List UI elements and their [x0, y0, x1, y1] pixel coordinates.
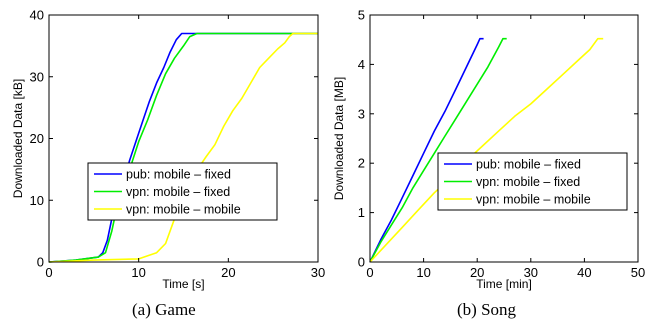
y-tick-label: 10 — [30, 193, 44, 208]
y-tick-label: 5 — [358, 8, 365, 23]
x-axis-label: Time [s] — [162, 277, 204, 291]
y-tick-label: 40 — [30, 8, 44, 23]
axes-frame — [369, 14, 639, 263]
x-axis-label: Time [min] — [476, 277, 532, 291]
plot-area — [49, 15, 318, 262]
y-tick-label: 4 — [358, 57, 365, 72]
series-line-1 — [369, 37, 507, 263]
series-line-2 — [369, 37, 604, 263]
x-tick-label: 10 — [416, 265, 430, 280]
series-line-1 — [48, 32, 318, 263]
x-tick-label: 0 — [45, 265, 52, 280]
x-tick-label: 20 — [470, 265, 484, 280]
series-line-2 — [48, 32, 318, 263]
caption-game: (a) Game — [132, 300, 196, 319]
legend-entry-2: vpn: mobile – mobile — [126, 203, 241, 217]
y-tick-label: 20 — [30, 131, 44, 146]
y-tick-label: 3 — [358, 106, 365, 121]
series-line-0 — [369, 37, 484, 263]
y-tick-label: 0 — [358, 255, 365, 270]
plot-area — [370, 15, 638, 262]
legend-entry-1: vpn: mobile – fixed — [126, 185, 230, 199]
x-tick-label: 30 — [524, 265, 538, 280]
y-axis-label: Downloaded Data [kB] — [11, 79, 25, 198]
y-axis-label: Downloaded Data [MB] — [332, 77, 346, 200]
legend: pub: mobile – fixed vpn: mobile – fixed vp… — [437, 152, 628, 211]
x-tick-label: 50 — [631, 265, 645, 280]
x-tick-label: 10 — [131, 265, 145, 280]
x-tick-label: 40 — [577, 265, 591, 280]
legend: pub: mobile – fixed vpn: mobile – fixed vp… — [87, 162, 278, 221]
legend-entry-2: vpn: mobile – mobile — [476, 193, 591, 207]
legend-entry-1: vpn: mobile – fixed — [476, 175, 580, 189]
y-tick-label: 2 — [358, 156, 365, 171]
y-tick-label: 30 — [30, 69, 44, 84]
chart-0: 0 10 20 30 0 10 20 30 40 Time [s] Downloaded Data … — [11, 8, 325, 292]
x-tick-label: 0 — [366, 265, 373, 280]
y-tick-label: 0 — [37, 255, 44, 270]
x-tick-label: 30 — [311, 265, 325, 280]
chart-1: 0 10 20 30 40 50 0 1 2 3 4 5 Time [min] Downloaded Da… — [332, 8, 645, 292]
y-tick-label: 1 — [358, 205, 365, 220]
series-line-0 — [48, 32, 318, 263]
legend-entry-0: pub: mobile – fixed — [126, 168, 231, 182]
caption-song: (b) Song — [457, 300, 517, 319]
legend-entry-0: pub: mobile – fixed — [476, 158, 581, 172]
x-tick-label: 20 — [221, 265, 235, 280]
